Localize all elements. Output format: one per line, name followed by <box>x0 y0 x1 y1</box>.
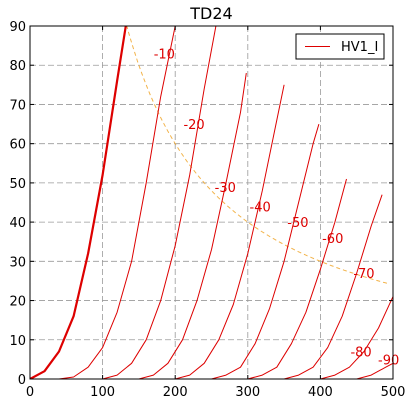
y-tick-label: 30 <box>9 255 26 270</box>
y-tick-label: 20 <box>9 295 26 310</box>
curve-label: -90 <box>378 353 399 368</box>
x-tick-label: 500 <box>381 385 406 400</box>
series-line-grid-80 <box>320 296 393 379</box>
y-tick-label: 40 <box>9 216 26 231</box>
curve-label: -30 <box>215 181 236 196</box>
x-tick-label: 300 <box>235 385 260 400</box>
curve-label: -80 <box>350 346 371 361</box>
curve-label: -40 <box>250 200 271 215</box>
y-tick-label: 70 <box>9 98 26 113</box>
series-line-hv1-i <box>30 26 127 379</box>
curve-label: -10 <box>154 47 175 62</box>
curve-label: -50 <box>287 216 308 231</box>
series-line-grid-60 <box>247 178 347 379</box>
y-tick-label: 10 <box>9 334 26 349</box>
dissipation-curve <box>126 26 389 284</box>
y-tick-label: 0 <box>18 373 26 388</box>
legend: HV1_I <box>295 33 385 60</box>
y-tick-label: 60 <box>9 138 26 153</box>
x-tick-label: 200 <box>163 385 188 400</box>
curve-label: -60 <box>322 232 343 247</box>
x-tick-label: 0 <box>26 385 34 400</box>
y-tick-label: 80 <box>9 59 26 74</box>
plot-area <box>30 26 393 379</box>
series-line-grid-40 <box>175 84 285 379</box>
y-tick-label: 90 <box>9 20 26 35</box>
curve-label: -70 <box>353 267 374 282</box>
legend-label: HV1_I <box>341 40 378 55</box>
series-line-grid-20 <box>102 26 217 379</box>
x-tick-label: 400 <box>308 385 333 400</box>
x-tick-label: 100 <box>90 385 115 400</box>
series-line-grid-30 <box>138 73 247 379</box>
series-line-grid-70 <box>283 194 383 379</box>
chart-title: TD24 <box>189 4 232 23</box>
series-line-grid-90 <box>356 362 393 379</box>
plot-frame <box>29 25 394 380</box>
series-line-grid-10 <box>58 26 176 379</box>
y-tick-label: 50 <box>9 177 26 192</box>
curve-label: -20 <box>183 118 204 133</box>
series-line-grid-50 <box>211 123 320 379</box>
